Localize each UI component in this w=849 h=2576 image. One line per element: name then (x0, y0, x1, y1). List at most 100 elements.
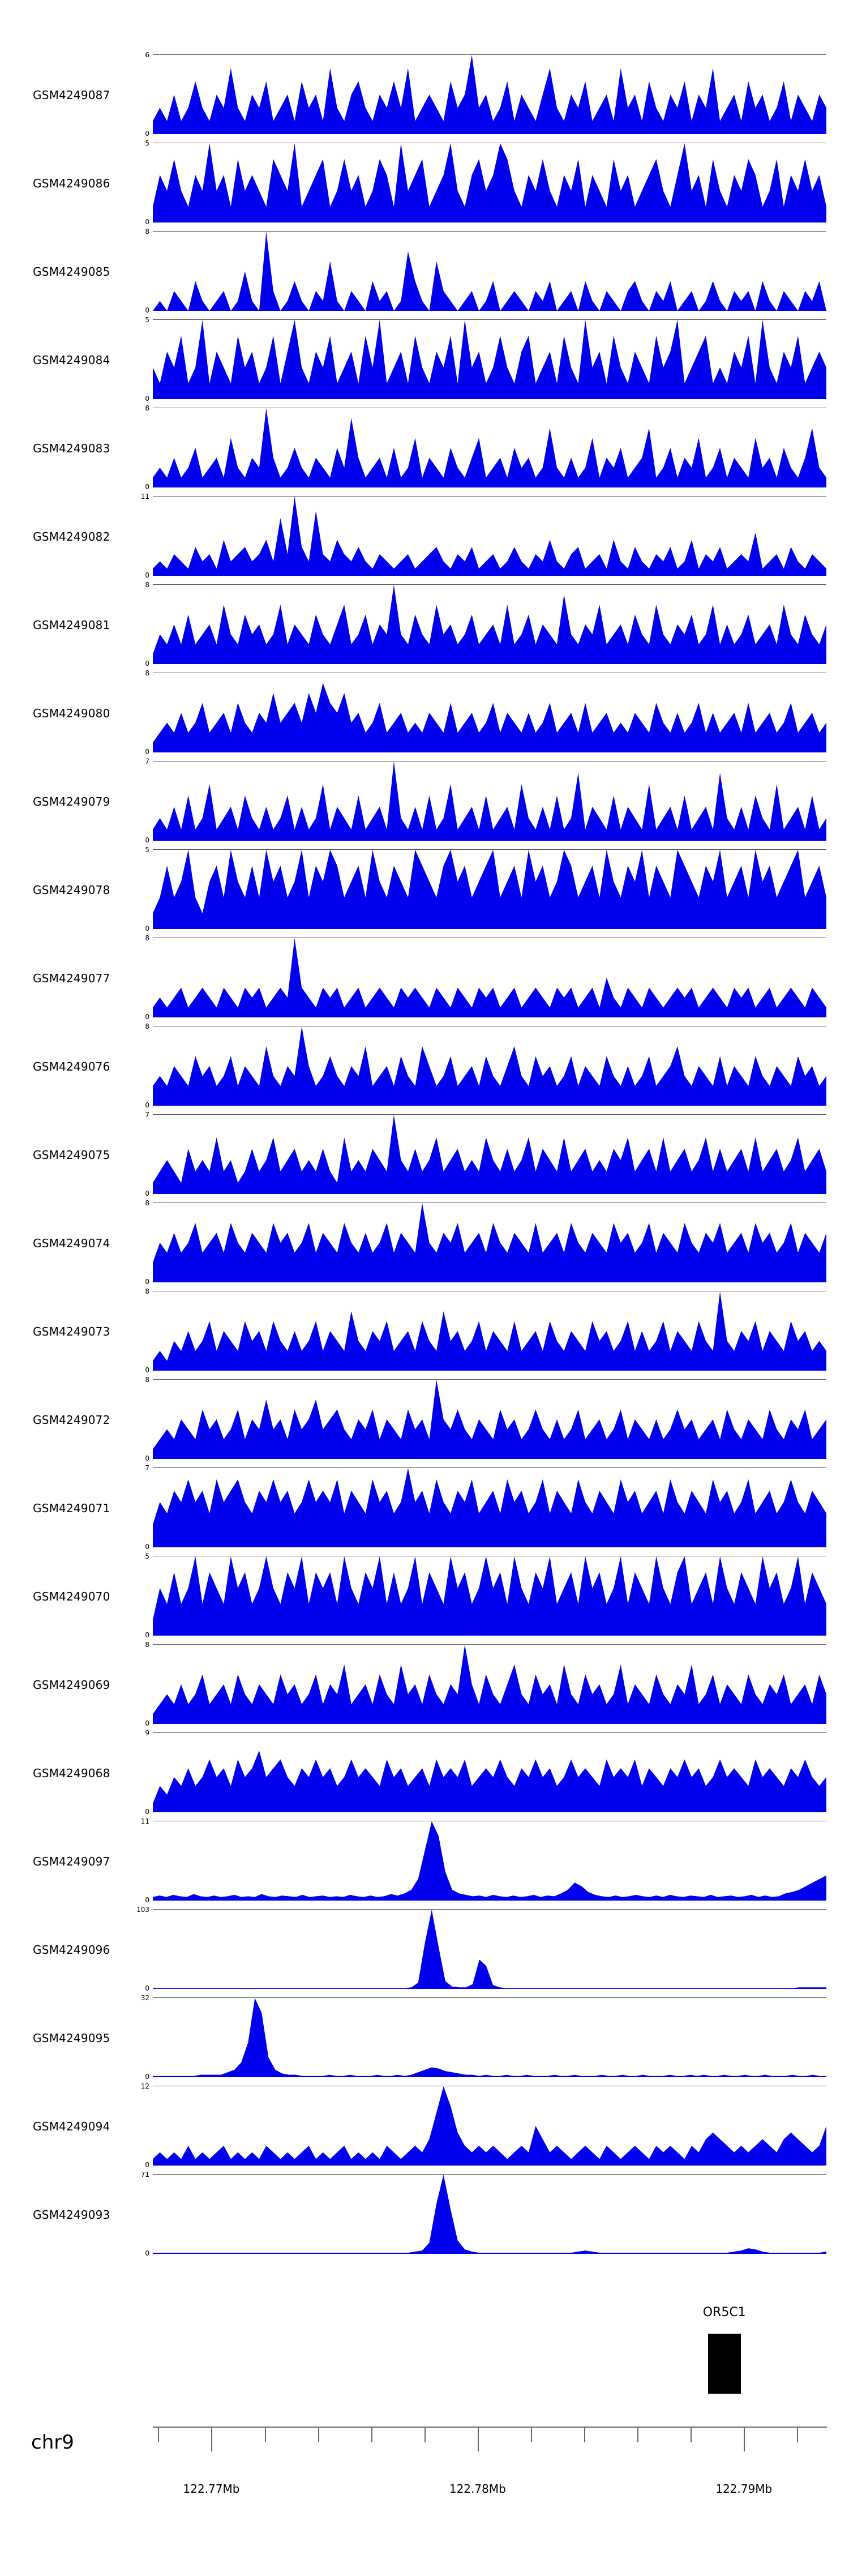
y-axis-min-label: 0 (145, 130, 149, 138)
coverage-area-plot (153, 938, 826, 1017)
axis-minor-tick (584, 2428, 585, 2442)
y-axis-max-label: 8 (145, 1641, 149, 1649)
track-name-label: GSM4249084 (33, 353, 110, 367)
signal-tracks-container: GSM4249087 6 0 GSM4249086 5 0 GSM4249085 8 0 GSM4… (0, 51, 849, 2262)
signal-track-row: GSM4249074 8 0 (0, 1199, 849, 1291)
y-axis-min-label: 0 (145, 1278, 149, 1286)
y-axis-min-label: 0 (145, 306, 149, 314)
track-name-label: GSM4249076 (33, 1060, 110, 1073)
track-name-label: GSM4249085 (33, 265, 110, 279)
y-axis-min-label: 0 (145, 1808, 149, 1816)
track-name-label: GSM4249075 (33, 1148, 110, 1162)
signal-track-row: GSM4249079 7 0 (0, 758, 849, 849)
track-name-label: GSM4249086 (33, 177, 110, 190)
coverage-area-plot (153, 1468, 826, 1547)
axis-tick-label: 122.78Mb (449, 2482, 506, 2496)
y-axis-max-label: 32 (140, 1994, 149, 2002)
y-axis-min-label: 0 (145, 395, 149, 403)
y-axis-min-label: 0 (145, 1719, 149, 1727)
signal-track-row: GSM4249076 8 0 (0, 1022, 849, 1114)
coverage-area-plot (153, 2175, 826, 2254)
track-name-label: GSM4249071 (33, 1501, 110, 1515)
coverage-area-plot (153, 1203, 826, 1282)
coverage-area-plot (153, 1556, 826, 1636)
y-axis-max-label: 7 (145, 1464, 149, 1472)
axis-major-tick (744, 2428, 745, 2451)
coverage-area-plot (153, 1380, 826, 1459)
track-name-label: GSM4249097 (33, 1855, 110, 1868)
y-axis-min-label: 0 (145, 1454, 149, 1462)
y-axis-min-label: 0 (145, 748, 149, 756)
coverage-track-panel: 32 0 (141, 1994, 826, 2081)
track-name-label: GSM4249072 (33, 1413, 110, 1427)
track-name-label: GSM4249074 (33, 1236, 110, 1250)
coverage-track-panel: 12 0 (141, 2082, 826, 2169)
signal-track-row: GSM4249081 8 0 (0, 581, 849, 673)
y-axis-max-label: 6 (145, 51, 149, 59)
coverage-area-plot (153, 761, 826, 841)
axis-minor-tick (691, 2428, 692, 2442)
signal-track-row: GSM4249073 8 0 (0, 1287, 849, 1379)
signal-track-row: GSM4249093 71 0 (0, 2171, 849, 2262)
signal-track-row: GSM4249069 8 0 (0, 1641, 849, 1732)
signal-track-row: GSM4249095 32 0 (0, 1994, 849, 2086)
y-axis-max-label: 7 (145, 758, 149, 765)
signal-track-row: GSM4249075 7 0 (0, 1111, 849, 1203)
axis-tick-label: 122.77Mb (183, 2482, 240, 2496)
y-axis-max-label: 8 (145, 404, 149, 412)
track-name-label: GSM4249070 (33, 1590, 110, 1603)
y-axis-min-label: 0 (145, 925, 149, 932)
y-axis-min-label: 0 (145, 1101, 149, 1109)
y-axis-max-label: 9 (145, 1729, 149, 1737)
track-name-label: GSM4249082 (33, 530, 110, 544)
coverage-track-panel: 103 0 (136, 1906, 826, 1992)
axis-line (153, 2427, 827, 2428)
y-axis-min-label: 0 (145, 2161, 149, 2169)
y-axis-max-label: 5 (145, 139, 149, 147)
y-axis-max-label: 8 (145, 1199, 149, 1207)
chromosome-label: chr9 (31, 2431, 74, 2454)
y-axis-max-label: 103 (136, 1906, 149, 1914)
y-axis-min-label: 0 (145, 1896, 149, 1904)
signal-track-row: GSM4249077 8 0 (0, 934, 849, 1026)
y-axis-max-label: 11 (140, 493, 149, 500)
track-name-label: GSM4249068 (33, 1766, 110, 1780)
y-axis-max-label: 71 (140, 2171, 149, 2179)
signal-track-row: GSM4249096 103 0 (0, 1906, 849, 1997)
coverage-area-plot (153, 497, 826, 576)
axis-major-tick (477, 2428, 479, 2451)
signal-track-row: GSM4249087 6 0 (0, 51, 849, 143)
track-name-label: GSM4249087 (33, 88, 110, 102)
signal-track-row: GSM4249071 7 0 (0, 1464, 849, 1556)
track-name-label: GSM4249094 (33, 2120, 110, 2133)
gene-exon-rect (707, 2334, 741, 2394)
axis-minor-tick (797, 2428, 799, 2442)
axis-minor-tick (424, 2428, 426, 2442)
y-axis-min-label: 0 (145, 660, 149, 667)
signal-track-row: GSM4249082 11 0 (0, 493, 849, 584)
coverage-area-plot (153, 2086, 826, 2166)
signal-track-row: GSM4249097 11 0 (0, 1817, 849, 1909)
axis-minor-tick (318, 2428, 319, 2442)
y-axis-max-label: 8 (145, 1287, 149, 1295)
coverage-area-plot (153, 232, 826, 311)
y-axis-min-label: 0 (145, 483, 149, 491)
coverage-area-plot (153, 1821, 826, 1901)
track-name-label: GSM4249093 (33, 2208, 110, 2222)
y-axis-max-label: 7 (145, 1111, 149, 1119)
coverage-area-plot (153, 683, 826, 752)
coverage-area-plot (153, 1910, 826, 1989)
y-axis-max-label: 5 (145, 846, 149, 854)
coverage-area-plot (153, 1291, 826, 1371)
y-axis-max-label: 12 (140, 2082, 149, 2090)
